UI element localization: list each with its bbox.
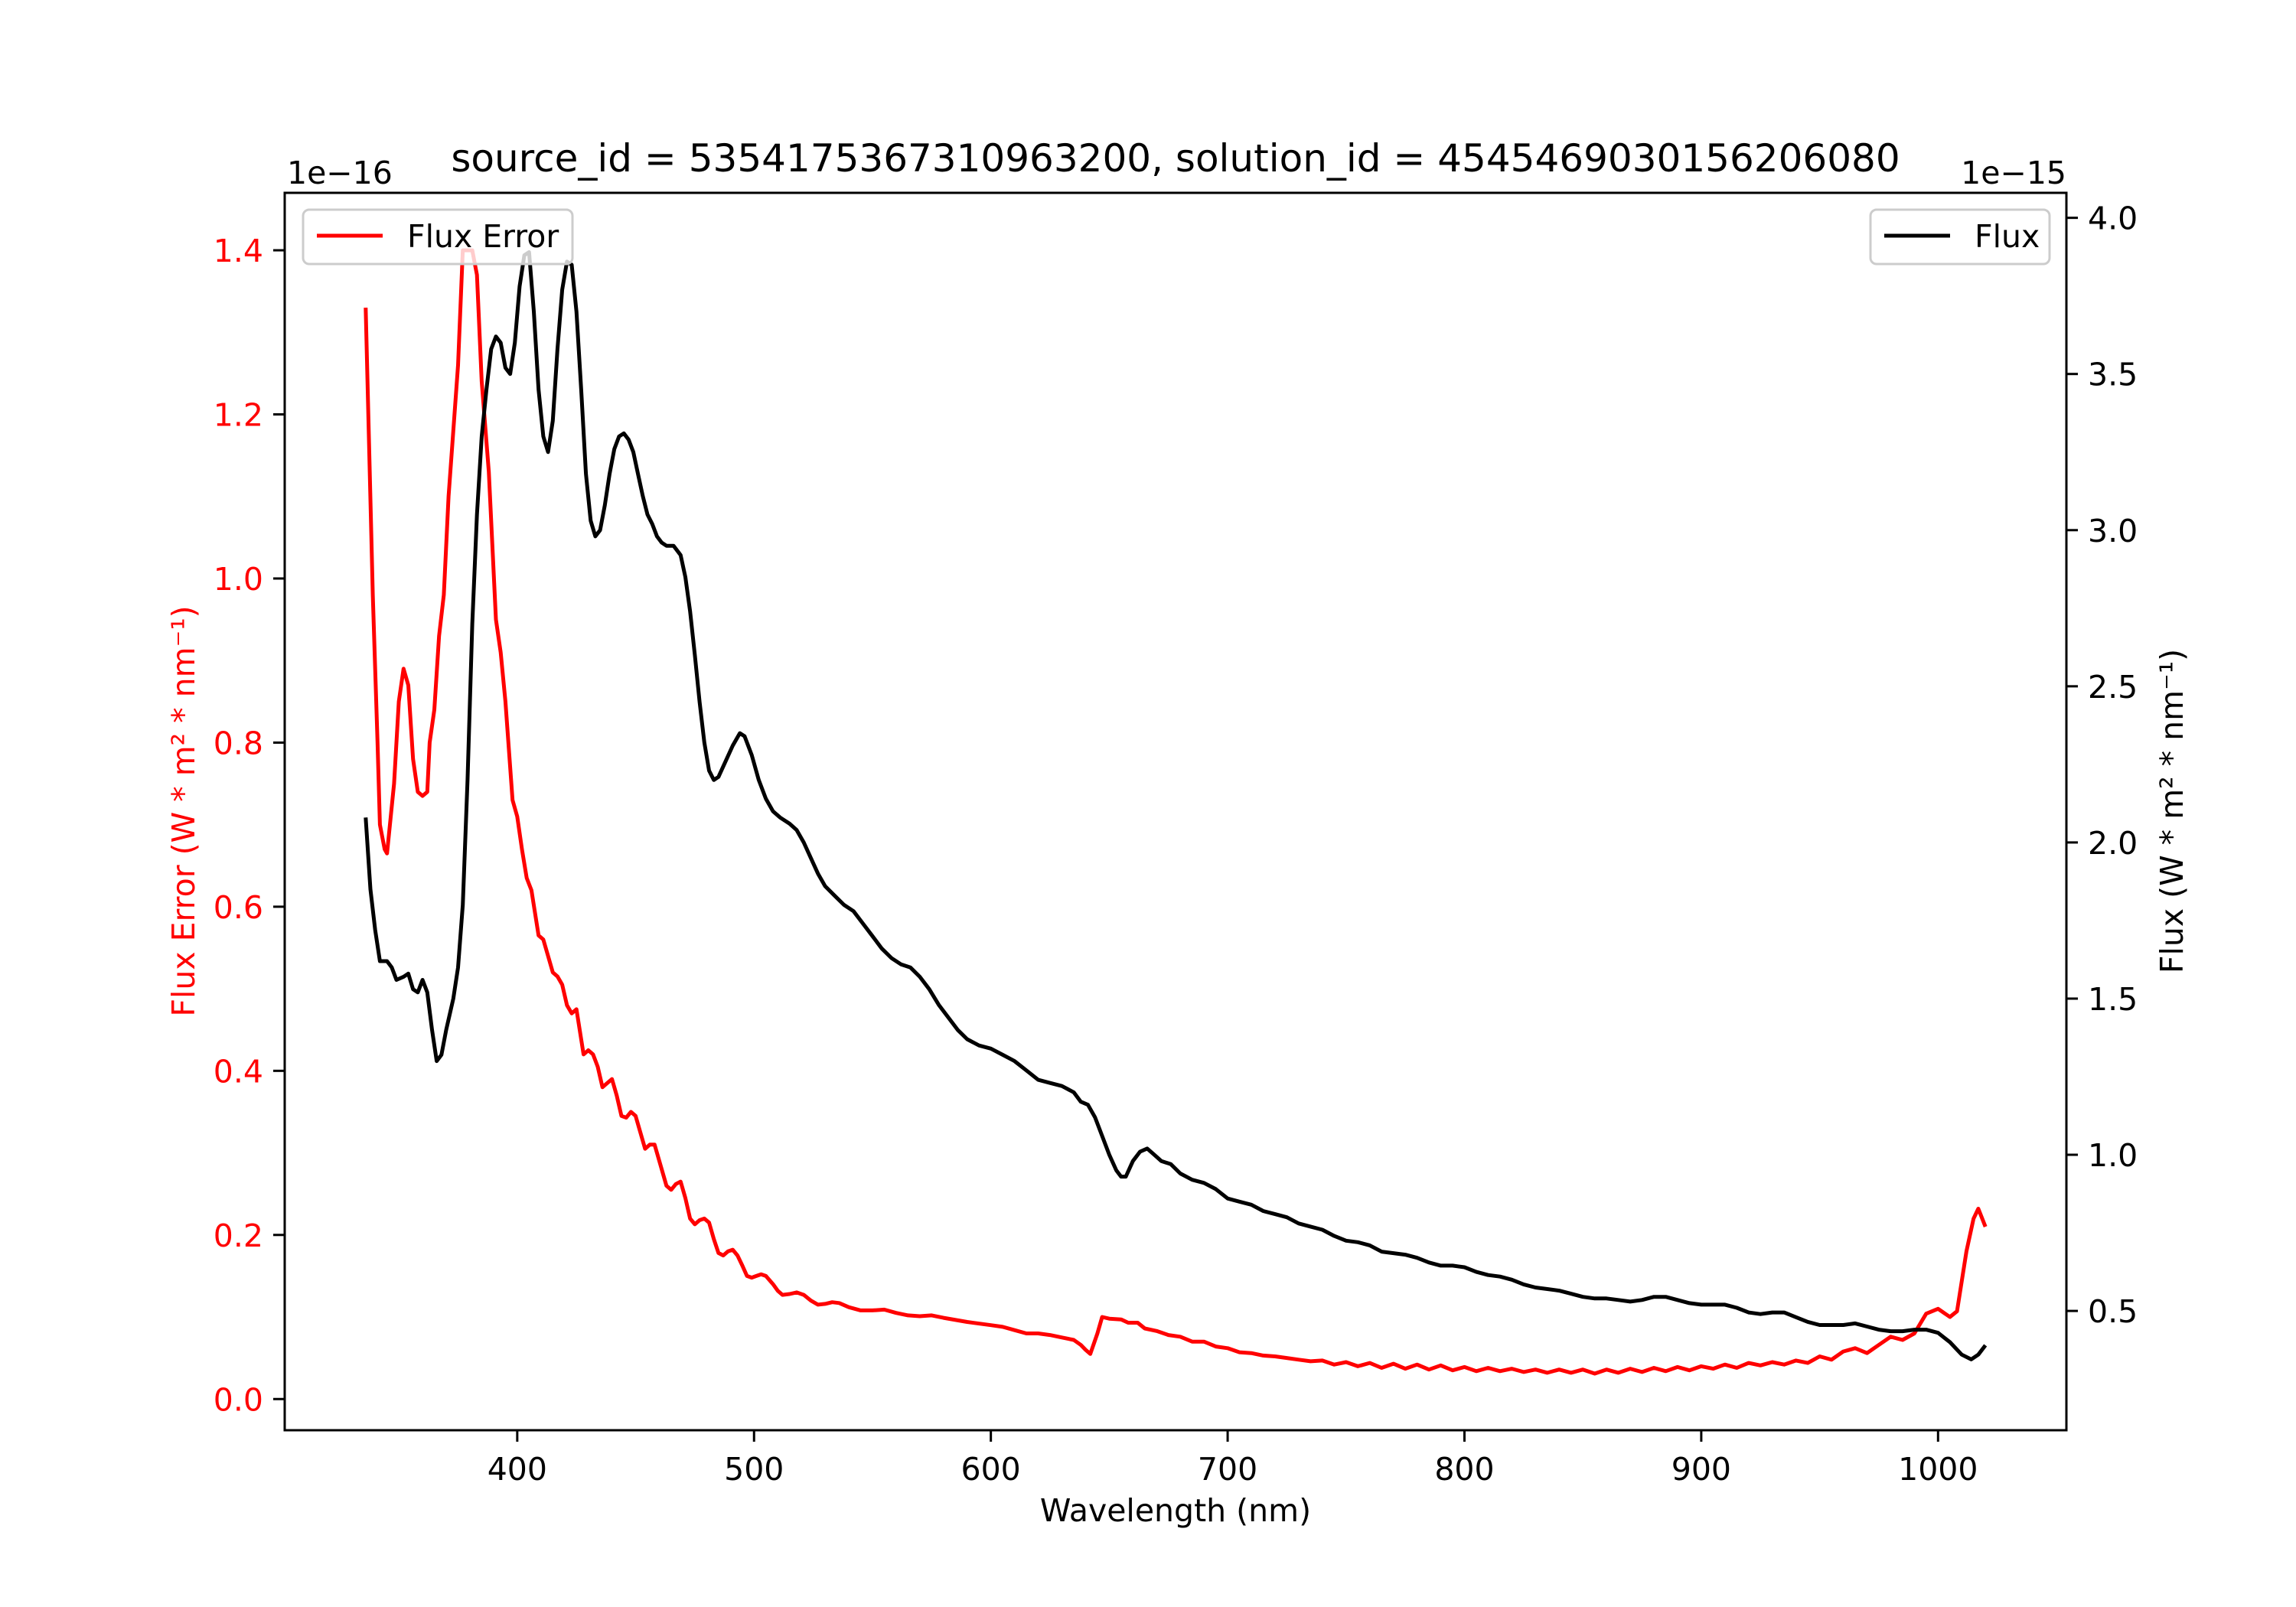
right-y-tick-label: 1.0 <box>2088 1137 2138 1174</box>
ticks-layer: 400 500 600 700 800 900 1000 0.0 0.2 0.4 0.6 0.8 1.0… <box>214 200 2138 1488</box>
left-y-tick-label: 0.8 <box>214 725 263 761</box>
right-y-tick-label: 3.5 <box>2088 357 2138 393</box>
left-y-tick-label: 1.4 <box>214 233 263 269</box>
legend-flux-error: Flux Error <box>302 208 574 266</box>
legend-flux-label: Flux <box>1975 218 2040 255</box>
left-y-tick-label: 0.2 <box>214 1217 263 1254</box>
chart-title: source_id = 5354175367310963200, solutio… <box>451 136 1900 181</box>
legend-flux: Flux <box>1869 208 2051 266</box>
x-tick-label: 900 <box>1671 1451 1731 1488</box>
right-y-tick-label: 2.0 <box>2088 825 2138 862</box>
right-offset-text: 1e−15 <box>1961 155 2066 191</box>
right-y-tick-label: 0.5 <box>2088 1293 2138 1330</box>
x-axis-label: Wavelength (nm) <box>1040 1492 1311 1529</box>
right-y-tick-label: 1.5 <box>2088 981 2138 1018</box>
x-tick-label: 600 <box>961 1451 1021 1488</box>
left-y-axis-label: Flux Error (W * m² * nm⁻¹) <box>165 605 202 1016</box>
left-y-tick-label: 1.0 <box>214 561 263 598</box>
left-y-tick-label: 1.2 <box>214 397 263 434</box>
right-y-tick-label: 3.0 <box>2088 513 2138 549</box>
left-offset-text: 1e−16 <box>287 155 393 191</box>
plot-frame <box>283 191 2068 1432</box>
right-y-axis-label: Flux (W * m² * nm⁻¹) <box>2154 649 2190 973</box>
legend-flux-error-label: Flux Error <box>407 218 559 255</box>
left-y-tick-label: 0.6 <box>214 889 263 926</box>
x-tick-label: 400 <box>488 1451 547 1488</box>
x-tick-label: 700 <box>1198 1451 1257 1488</box>
left-y-tick-label: 0.4 <box>214 1053 263 1090</box>
right-y-tick-label: 2.5 <box>2088 669 2138 706</box>
x-tick-label: 500 <box>724 1451 784 1488</box>
series-line-flux-error <box>364 248 1988 1376</box>
x-tick-label: 1000 <box>1898 1451 1978 1488</box>
right-y-tick-label: 4.0 <box>2088 200 2138 237</box>
x-tick-label: 800 <box>1434 1451 1494 1488</box>
left-y-tick-label: 0.0 <box>214 1381 263 1418</box>
